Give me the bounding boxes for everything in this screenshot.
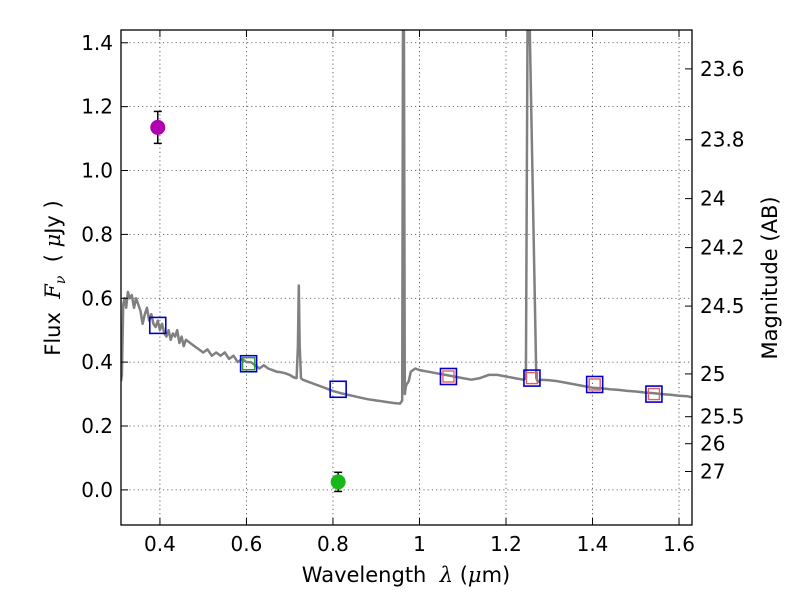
right-tick-label: 25.5 [700, 405, 745, 429]
model-spectrum-line [121, 30, 692, 405]
band-marker-blue [585, 375, 604, 394]
band-marker-blue [329, 380, 347, 399]
x-tick-label: 1.4 [577, 532, 609, 556]
band-marker-red [442, 370, 455, 383]
right-axis-ticks: 23.6 23.8 24 24.2 24.5 25 25.5 26 27 [685, 57, 745, 483]
y-axis-label-left: Flux Fν ( μJy ) [41, 200, 69, 355]
axes-box [120, 29, 693, 526]
y-tick-label: 0.8 [81, 222, 113, 246]
right-tick-label: 26 [700, 432, 725, 456]
y-tick-label: 0.6 [81, 286, 113, 310]
right-tick-label: 24.5 [700, 294, 745, 318]
band-marker-green [241, 357, 256, 371]
x-axis-label: Wavelength λ (μm) [302, 563, 510, 587]
y-tick-label: 0.2 [81, 414, 113, 438]
right-tick-label: 24.2 [700, 236, 745, 260]
x-tick-label: 1 [413, 532, 426, 556]
right-tick-label: 25 [700, 362, 725, 386]
x-tick-label: 1.2 [490, 532, 522, 556]
marker-layer [148, 110, 663, 493]
x-tick-label: 0.8 [317, 532, 349, 556]
y-tick-label: 1.0 [81, 159, 113, 183]
band-marker-red [525, 371, 539, 385]
plot-frame [120, 29, 693, 526]
x-tick-label: 1.6 [663, 532, 695, 556]
y-axis-label-right: Magnitude (AB) [758, 196, 782, 359]
right-tick-label: 23.6 [700, 57, 745, 81]
band-marker-blue [239, 354, 258, 373]
y-tick-label: 0.0 [81, 478, 113, 502]
y-tick-label: 1.2 [81, 95, 113, 119]
grid-lines [121, 30, 692, 525]
green-detection-point [330, 474, 346, 490]
right-tick-label: 24 [700, 187, 725, 211]
x-axis-ticks: 0.4 0.6 0.8 1 1.2 1.4 1.6 [144, 30, 695, 556]
right-tick-label: 23.8 [700, 128, 745, 152]
y-tick-label: 0.4 [81, 350, 113, 374]
band-marker-red [647, 387, 661, 401]
y-axis-ticks: 0.0 0.2 0.4 0.6 0.8 1.0 1.2 1.4 [81, 31, 128, 502]
x-tick-label: 0.6 [231, 532, 263, 556]
y-tick-label: 1.4 [81, 31, 113, 55]
x-tick-label: 0.4 [144, 532, 176, 556]
magenta-detection-point [150, 119, 166, 135]
band-marker-blue [148, 316, 167, 335]
right-tick-label: 27 [700, 459, 725, 483]
band-marker-blue [439, 367, 458, 386]
band-marker-blue [645, 385, 663, 403]
band-marker-blue [523, 369, 541, 387]
spectrum-layer [121, 30, 692, 405]
band-marker-red [588, 378, 601, 391]
